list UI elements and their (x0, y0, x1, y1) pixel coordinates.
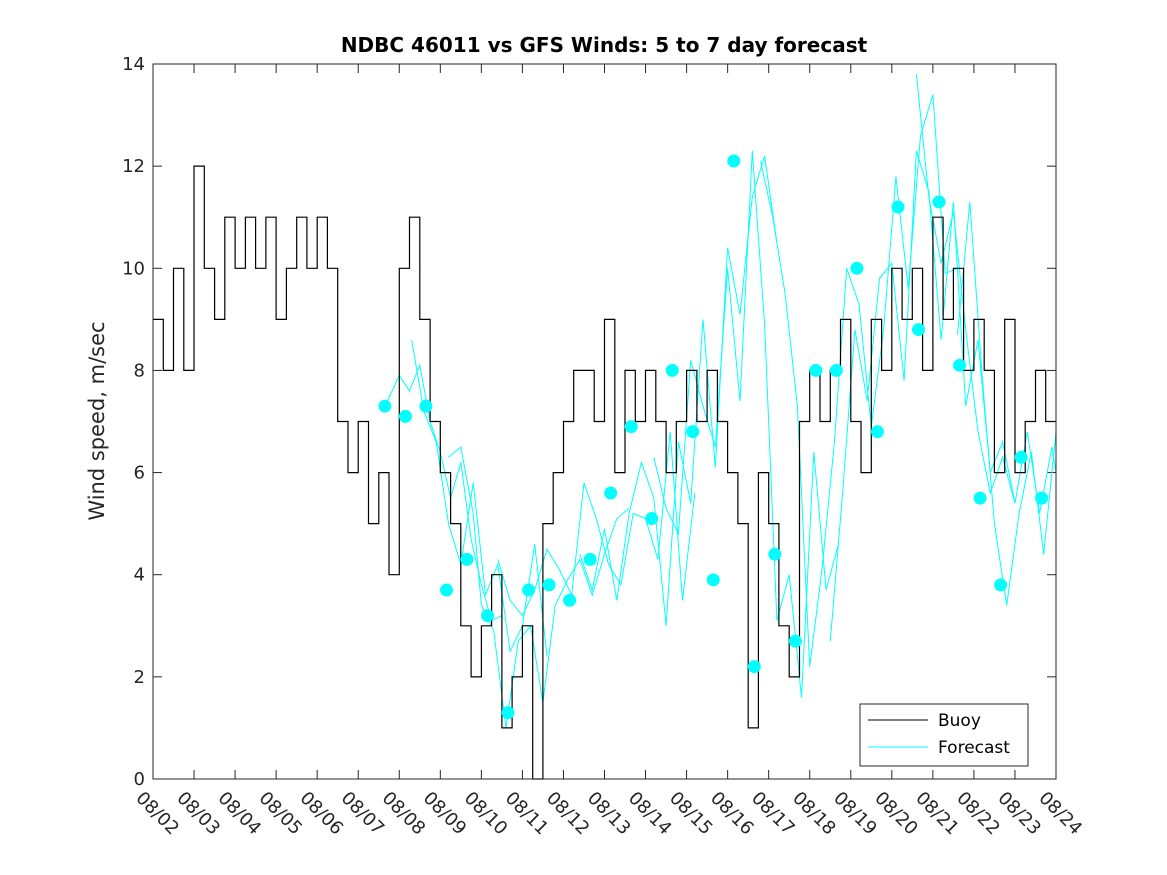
y-tick-label: 12 (122, 156, 145, 177)
forecast-marker (829, 363, 843, 377)
forecast-marker (419, 399, 433, 413)
forecast-trace (579, 155, 778, 626)
forecast-marker (747, 660, 761, 674)
forecast-trace (915, 74, 1057, 514)
buoy-line (153, 165, 1056, 780)
forecast-marker (665, 363, 679, 377)
y-tick-label: 10 (122, 258, 145, 279)
y-tick-label: 6 (134, 463, 145, 484)
forecast-marker (398, 409, 412, 423)
forecast-marker (439, 583, 453, 597)
forecast-marker (891, 200, 905, 214)
forecast-marker (583, 552, 597, 566)
forecast-marker (645, 512, 659, 526)
forecast-marker (604, 486, 618, 500)
forecast-marker (932, 195, 946, 209)
forecast-marker (706, 573, 720, 587)
y-tick-label: 14 (122, 54, 145, 75)
forecast-marker (1014, 450, 1028, 464)
y-tick-label: 8 (134, 360, 145, 381)
forecast-trace (497, 431, 696, 617)
forecast-trace (653, 150, 839, 698)
forecast-marker (994, 578, 1008, 592)
forecast-marker (727, 154, 741, 168)
forecast-marker (809, 363, 823, 377)
forecast-marker (911, 323, 925, 337)
y-tick-labels: 0 2 4 6 8 10 12 14 (122, 54, 145, 790)
legend-forecast-label: Forecast (938, 738, 1010, 758)
forecast-marker (481, 609, 495, 623)
forecast-marker (542, 578, 556, 592)
legend: Buoy Forecast (859, 703, 1029, 767)
axes-box (152, 63, 1057, 780)
forecast-trace (957, 201, 1057, 606)
plot-lines (153, 74, 1057, 780)
forecast-marker (788, 634, 802, 648)
chart-title: NDBC 46011 vs GFS Winds: 5 to 7 day fore… (341, 33, 868, 57)
y-tick-label: 4 (134, 565, 145, 586)
forecast-marker (522, 583, 536, 597)
y-tick-label: 2 (134, 667, 145, 688)
forecast-marker (378, 399, 392, 413)
forecast-marker (563, 593, 577, 607)
forecast-marker (624, 420, 638, 434)
y-tick-label: 0 (134, 769, 145, 790)
legend-box (859, 703, 1029, 767)
forecast-marker (768, 547, 782, 561)
forecast-trace (384, 363, 503, 622)
forecast-marker (501, 706, 515, 720)
forecast-trace (448, 446, 630, 728)
forecast-marker (850, 261, 864, 275)
y-axis-label: Wind speed, m/sec (85, 321, 109, 520)
legend-buoy-label: Buoy (938, 711, 981, 731)
forecast-marker (973, 491, 987, 505)
forecast-marker (1035, 491, 1049, 505)
forecast-marker (460, 552, 474, 566)
forecast-marker (686, 425, 700, 439)
forecast-trace (760, 94, 958, 667)
forecast-marker (953, 358, 967, 372)
forecast-marker (870, 425, 884, 439)
